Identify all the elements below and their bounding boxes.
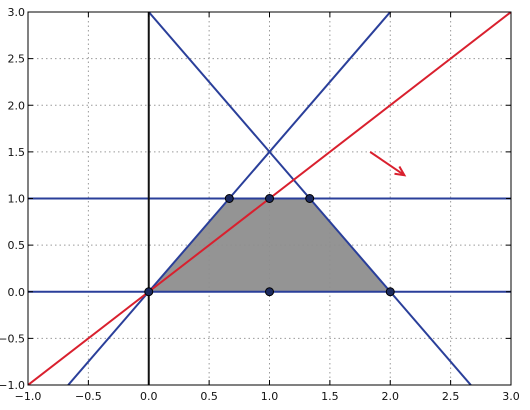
x-tick-label-7: 2.5 [442,390,460,403]
vertex-point-5 [385,287,395,297]
y-tick-label-3: 0.5 [8,239,26,252]
vertex-point-3 [305,194,315,203]
x-tick-label-5: 1.5 [321,390,339,403]
y-tick-label-6: 2.0 [8,99,26,112]
y-tick-label-5: 1.5 [8,146,26,159]
vertex-point-4 [265,287,274,297]
vertex-point-0 [144,287,154,297]
y-tick-label-0: −1.0 [0,379,25,392]
y-tick-label-2: 0.0 [8,286,26,299]
x-tick-label-3: 0.5 [200,390,218,403]
direction-arrow-head [394,166,407,177]
x-tick-label-1: −0.5 [75,390,102,403]
x-tick-label-2: 0.0 [140,390,158,403]
points-layer [144,194,395,297]
y-tick-label-4: 1.0 [8,193,26,206]
tick-labels-layer: −1.0 −0.5 0.0 0.5 1.0 1.5 2.0 2.5 3.0 −1.0 −0.5 0.0… [0,6,520,403]
direction-arrow-shaft [369,151,405,177]
y-tick-label-1: −0.5 [0,332,25,345]
ticks-layer [27,11,512,386]
y-tick-label-8: 3.0 [8,6,26,19]
y-tick-label-7: 2.5 [8,53,26,66]
vertex-point-2 [265,194,274,203]
x-tick-label-0: −1.0 [15,390,42,403]
feasible-region-layer [148,198,391,292]
x-tick-label-4: 1.0 [261,390,279,403]
x-tick-label-6: 2.0 [382,390,400,403]
feasible-region [148,198,391,292]
vertex-point-1 [224,194,234,203]
x-tick-label-8: 3.0 [502,390,520,403]
